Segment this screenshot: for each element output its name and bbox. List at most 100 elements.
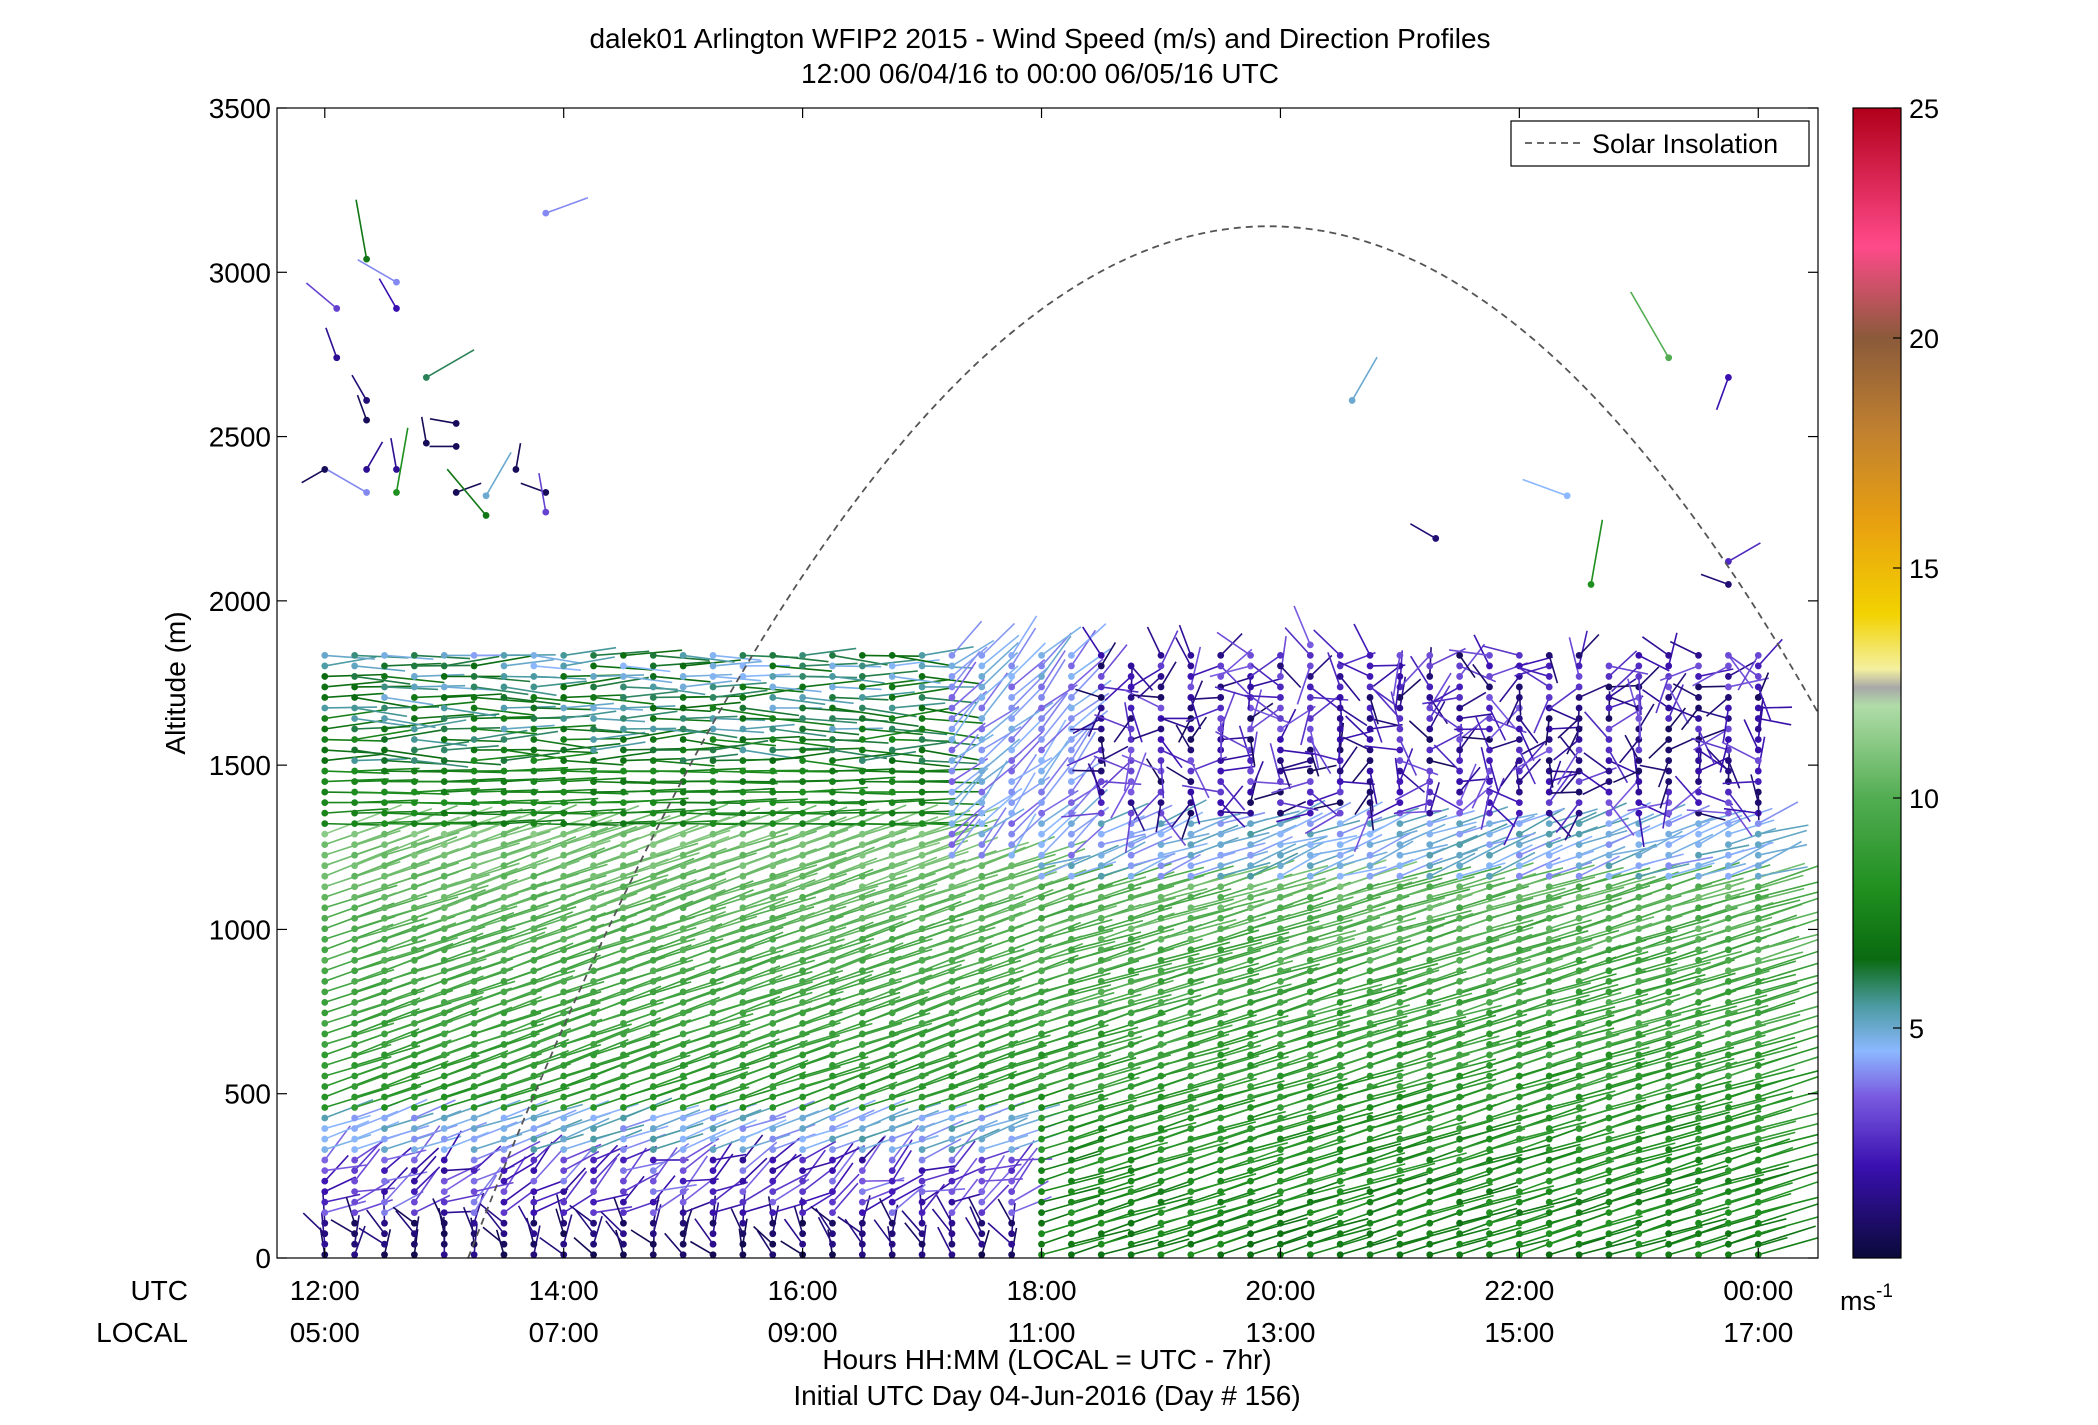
wind-barb <box>366 1209 388 1238</box>
chart-title-line2: 12:00 06/04/16 to 00:00 06/05/16 UTC <box>801 58 1279 89</box>
wind-barb <box>381 896 459 922</box>
y-axis-label: Altitude (m) <box>160 611 191 754</box>
wind-barb <box>351 704 408 718</box>
y-tick-label: 3000 <box>209 257 271 288</box>
wind-barb <box>321 1134 372 1153</box>
wind-barb <box>321 1176 357 1196</box>
wind-barb <box>381 729 442 743</box>
wind-barb <box>351 728 418 743</box>
wind-barb <box>410 1135 462 1153</box>
x-tick-label-utc: 12:00 <box>290 1275 360 1306</box>
chart-title-line1: dalek01 Arlington WFIP2 2015 - Wind Spee… <box>589 23 1490 54</box>
colorbar-fill <box>1852 107 1902 1259</box>
colorbar-tick-label: 20 <box>1909 324 1939 354</box>
wind-barb <box>351 1028 420 1059</box>
wind-barb <box>321 804 403 838</box>
wind-barb <box>410 1166 441 1196</box>
x-axis-label-line2: Initial UTC Day 04-Jun-2016 (Day # 156) <box>793 1380 1300 1411</box>
wind-barb <box>321 1120 370 1143</box>
wind-barb <box>410 1155 437 1185</box>
wind-barb <box>351 1141 382 1174</box>
wind-barb <box>410 1168 439 1206</box>
wind-barb <box>321 1114 371 1132</box>
wind-barb <box>410 1147 440 1174</box>
wind-barb <box>410 1099 456 1122</box>
wind-barb <box>330 1219 359 1238</box>
y-tick-label: 0 <box>255 1243 271 1274</box>
wind-barb <box>351 939 427 964</box>
wind-barb <box>381 1039 452 1069</box>
wind-barb <box>410 1124 458 1143</box>
utc-row-label: UTC <box>130 1275 188 1306</box>
x-tick-label-local: 07:00 <box>529 1317 599 1348</box>
wind-barb <box>351 715 407 727</box>
wind-barb <box>381 1229 392 1258</box>
wind-barb <box>321 652 375 660</box>
wind-barb <box>321 1022 395 1048</box>
wind-barb <box>321 979 393 1006</box>
wind-barb <box>351 746 412 760</box>
wind-barb <box>381 720 444 733</box>
wind-barb <box>381 1146 412 1174</box>
y-tick-label: 1000 <box>209 914 271 945</box>
wind-barb <box>351 757 408 764</box>
x-tick-label-utc: 14:00 <box>529 1275 599 1306</box>
wind-barbs <box>302 605 1818 1258</box>
wind-barb <box>351 835 430 870</box>
wind-barb <box>321 1200 367 1217</box>
y-tick-label: 2000 <box>209 586 271 617</box>
wind-barb <box>321 1193 361 1206</box>
wind-barb <box>381 1112 434 1132</box>
wind-barb <box>321 845 399 880</box>
wind-barb <box>351 662 406 672</box>
y-tick-label: 500 <box>224 1079 271 1110</box>
y-tick-label: 2500 <box>209 422 271 453</box>
wind-barb <box>381 694 434 706</box>
wind-barb <box>345 1197 359 1227</box>
colorbar-tick-label: 25 <box>1909 94 1939 124</box>
wind-barb <box>351 949 425 975</box>
x-tick-label-utc: 18:00 <box>1006 1275 1076 1306</box>
wind-barb <box>320 1212 329 1248</box>
x-tick-label-utc: 20:00 <box>1245 1275 1315 1306</box>
wind-barb <box>392 1206 418 1227</box>
wind-barb <box>351 1110 399 1132</box>
x-axis-label-line1: Hours HH:MM (LOCAL = UTC - 7hr) <box>822 1344 1271 1375</box>
wind-barb <box>321 704 378 712</box>
wind-barb <box>351 694 412 709</box>
wind-barb <box>410 1194 451 1217</box>
colorbar-tick-label: 15 <box>1909 554 1939 584</box>
wind-barb <box>381 1190 424 1217</box>
wind-barb <box>410 1216 420 1248</box>
wind-barb <box>381 1149 427 1164</box>
wind-barb <box>381 746 443 759</box>
colorbar-tick-label: 5 <box>1909 1014 1924 1044</box>
wind-barb <box>358 1227 388 1248</box>
wind-barb <box>351 1215 360 1248</box>
wind-barb <box>381 1133 433 1153</box>
wind-barb <box>321 1055 392 1080</box>
wind-barb <box>381 989 454 1017</box>
x-tick-label-utc: 00:00 <box>1723 1275 1793 1306</box>
wind-barb <box>321 1192 329 1227</box>
legend-label: Solar Insolation <box>1592 129 1778 159</box>
x-tick-label-local: 15:00 <box>1484 1317 1554 1348</box>
y-tick-label: 3500 <box>209 93 271 124</box>
wind-barb <box>351 997 421 1027</box>
x-tick-label-utc: 16:00 <box>768 1275 838 1306</box>
wind-barb <box>381 1124 430 1143</box>
wind-barb <box>381 1192 388 1227</box>
colorbar-tick-label: 10 <box>1909 784 1939 814</box>
wind-barb <box>321 1125 351 1164</box>
wind-barb <box>410 1125 441 1164</box>
wind-barb <box>321 1098 374 1122</box>
wind-barb <box>321 829 401 859</box>
wind-barb <box>351 917 428 943</box>
wind-barb <box>351 1148 381 1185</box>
wind-barb <box>395 1210 418 1238</box>
wind-barb <box>351 673 411 685</box>
legend: Solar Insolation <box>1510 120 1810 167</box>
x-tick-label-utc: 22:00 <box>1484 1275 1554 1306</box>
wind-barb <box>381 652 434 660</box>
